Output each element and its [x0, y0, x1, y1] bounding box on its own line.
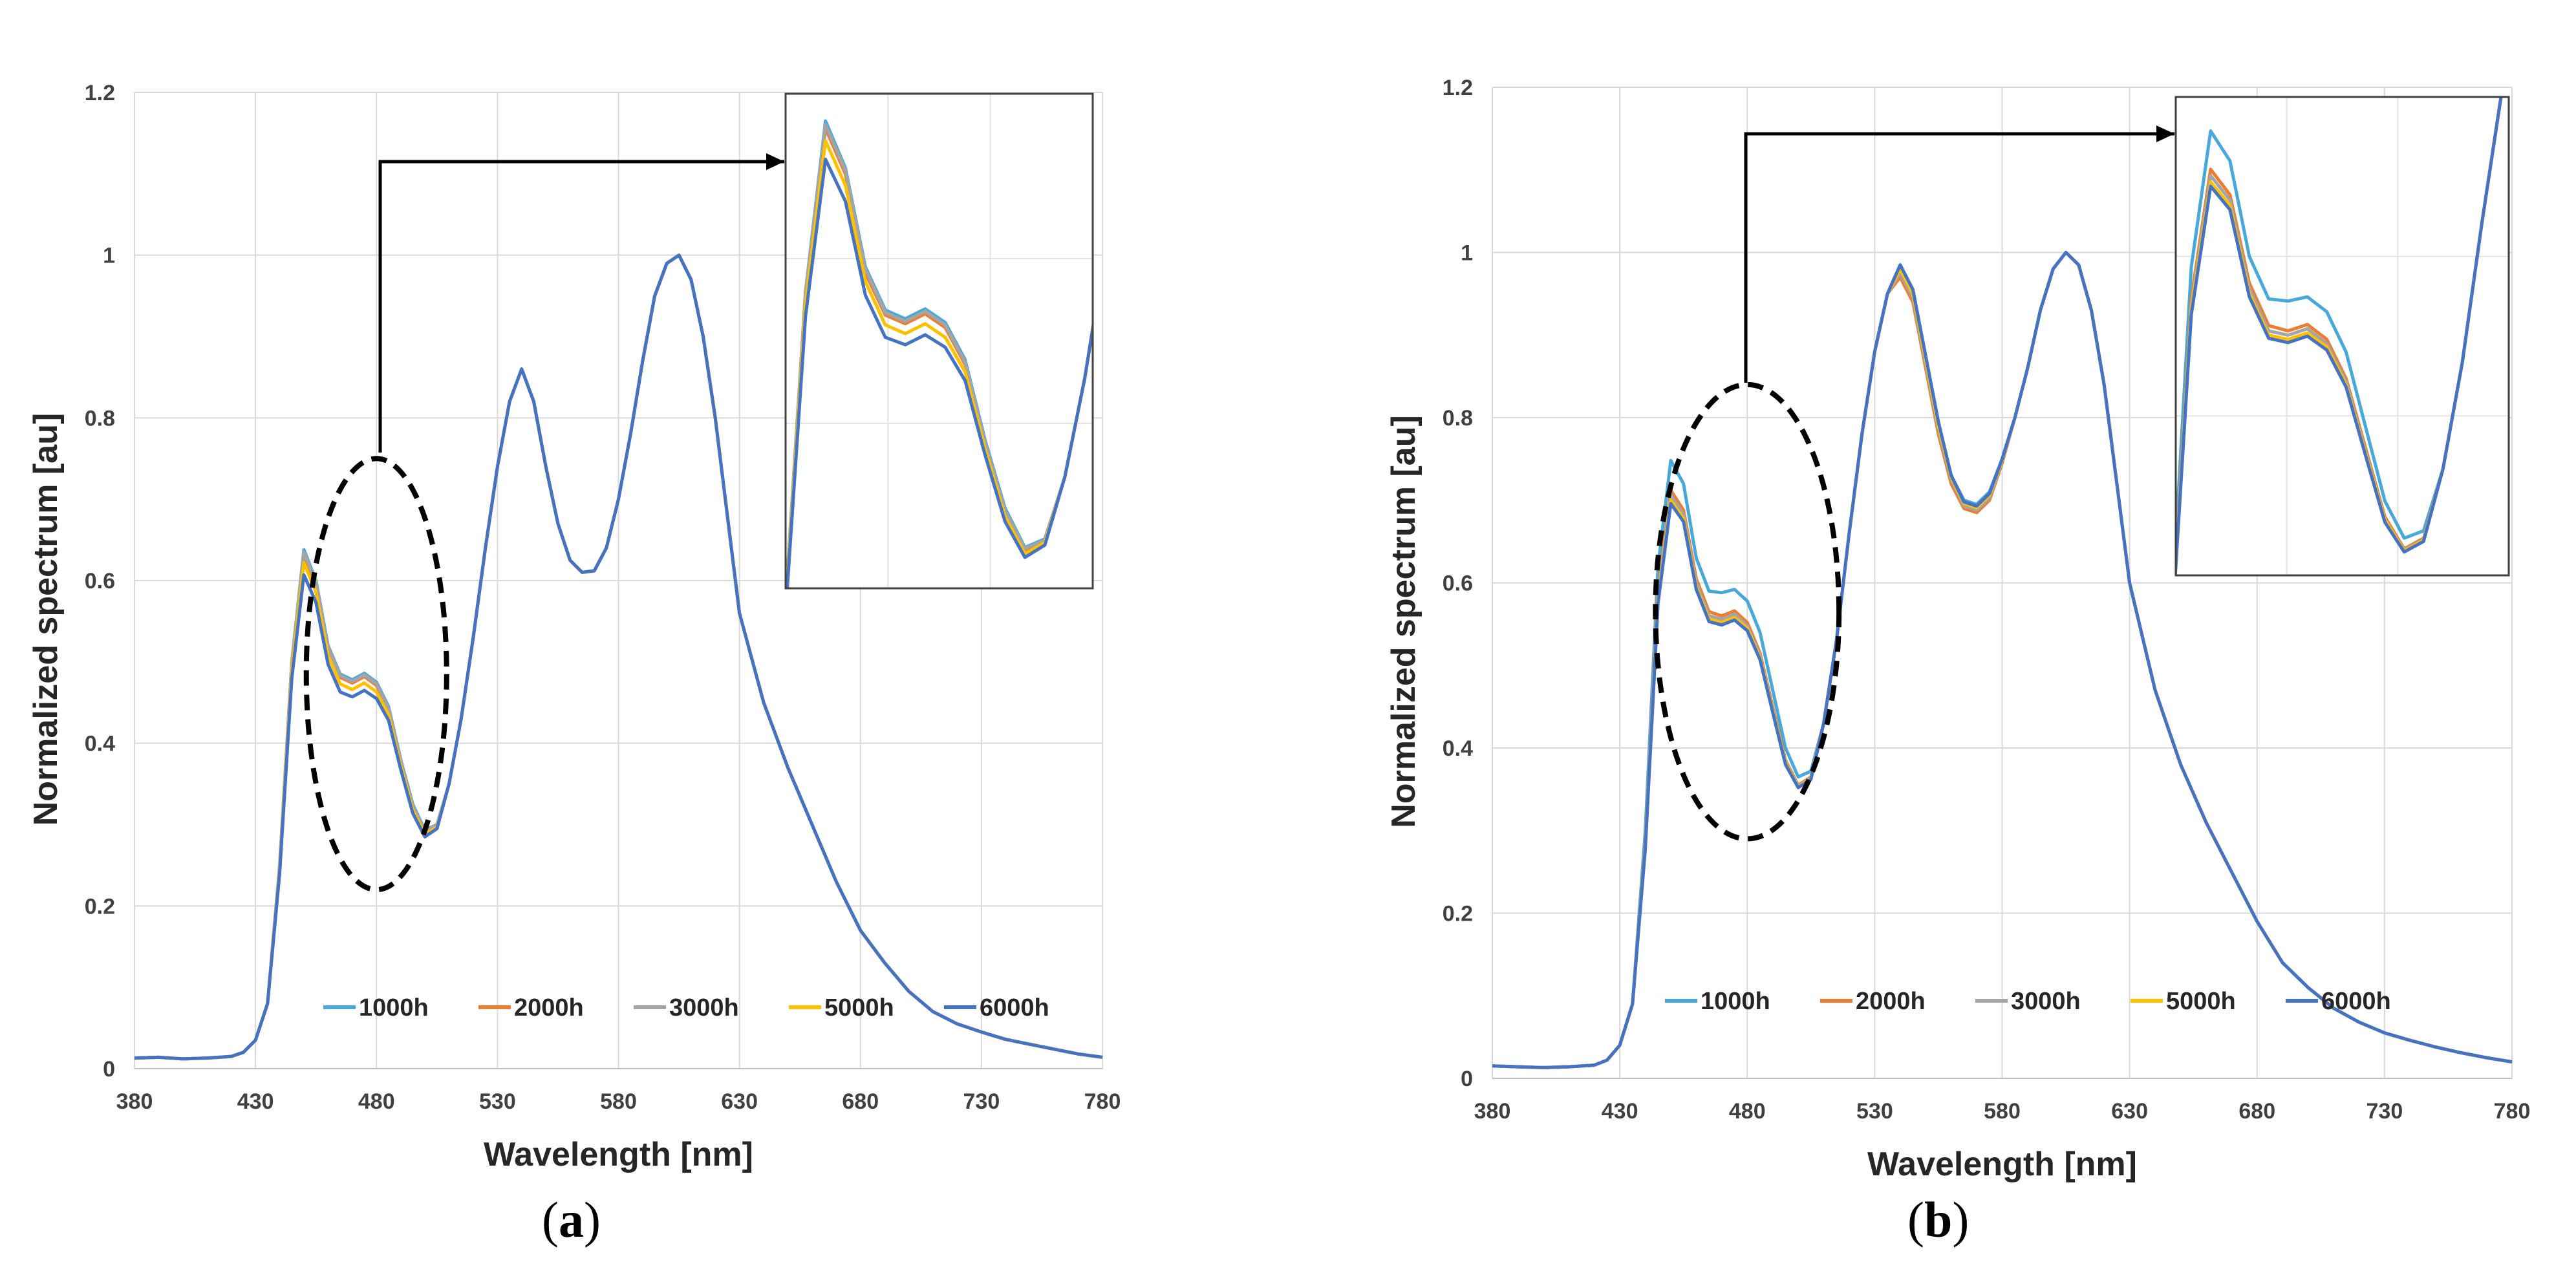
legend-label: 2000h — [1856, 988, 1926, 1015]
legend-label: 3000h — [2011, 988, 2081, 1015]
x-tick-label: 680 — [2238, 1099, 2275, 1124]
panel-b-caption: (b) — [1907, 1191, 1969, 1249]
series-line-6000h — [1492, 251, 2513, 1069]
connector-line — [1744, 132, 2174, 383]
y-tick-label: 0.2 — [85, 894, 115, 919]
x-tick-label: 730 — [2367, 1099, 2403, 1124]
x-tick-label: 530 — [1856, 1099, 1893, 1124]
panel-b-chart: 380 430 480 530 580 630 680 730 780 0 0.2 0.4 0.6 0.8… — [1385, 76, 2531, 1183]
y-axis-title: Normalized spectrum [au] — [27, 413, 65, 826]
x-tick-label: 530 — [479, 1089, 516, 1114]
x-tick-label: 480 — [1729, 1099, 1766, 1124]
inset-series-group — [2176, 97, 2503, 575]
y-tick-label: 0 — [1461, 1067, 1473, 1091]
legend-label: 2000h — [514, 994, 584, 1021]
inset-background — [786, 94, 1093, 588]
series-group — [1492, 251, 2513, 1069]
x-tick-label: 430 — [1602, 1099, 1638, 1124]
panel-a-caption: (a) — [542, 1191, 601, 1249]
panel-a-chart: 380 430 480 530 580 630 680 730 780 0 0.2 0.4 0.6 0.8… — [27, 81, 1121, 1173]
y-tick-label: 1 — [1461, 241, 1473, 266]
legend-label: 1000h — [1701, 988, 1770, 1015]
y-axis-title: Normalized spectrum [au] — [1385, 415, 1422, 828]
panel-b-caption-open: ( — [1907, 1191, 1924, 1248]
x-tick-label: 380 — [1474, 1099, 1511, 1124]
inset-frame — [2174, 96, 2510, 577]
series-line-6000h — [134, 253, 1103, 1061]
inset-series-line-6000h — [786, 157, 1093, 588]
y-tick-label: 0.2 — [1443, 902, 1473, 926]
inset-series-line-5000h — [2176, 97, 2503, 575]
legend-label: 6000h — [980, 994, 1049, 1021]
y-tick-label: 0.6 — [85, 569, 115, 593]
zoom-ellipse — [303, 456, 449, 893]
inset-series-line-2000h — [2176, 97, 2503, 575]
legend-label: 1000h — [359, 994, 429, 1021]
x-axis-title: Wavelength [nm] — [484, 1136, 753, 1173]
panel-b-caption-close: ) — [1952, 1191, 1970, 1248]
inset-series-line-1000h — [2176, 97, 2503, 568]
x-tick-label: 680 — [842, 1089, 879, 1114]
legend-label: 5000h — [2166, 988, 2236, 1015]
x-tick-label: 780 — [2494, 1099, 2531, 1124]
y-tick-label: 0.8 — [1443, 406, 1473, 431]
inset-series-line-6000h — [2176, 97, 2503, 575]
inset-series-line-3000h — [2176, 97, 2503, 575]
panel-a-caption-letter: a — [558, 1191, 584, 1248]
legend-label: 6000h — [2321, 988, 2391, 1015]
arrow-head — [2156, 125, 2174, 142]
inset-series-line-3000h — [786, 123, 1093, 588]
series-group — [134, 253, 1103, 1061]
panel-a-caption-close: ) — [583, 1191, 601, 1248]
inset-frame — [784, 92, 1094, 590]
inset-background — [2176, 97, 2509, 575]
x-tick-label: 380 — [116, 1089, 153, 1114]
x-tick-label: 780 — [1084, 1089, 1121, 1114]
y-tick-label: 0.8 — [85, 406, 115, 431]
x-tick-label: 730 — [963, 1089, 1000, 1114]
y-tick-label: 0.4 — [1443, 736, 1473, 761]
y-tick-label: 0.6 — [1443, 571, 1473, 596]
arrow-head — [766, 153, 784, 170]
x-tick-label: 630 — [721, 1089, 758, 1114]
panel-b-caption-letter: b — [1924, 1191, 1953, 1248]
x-tick-label: 430 — [237, 1089, 274, 1114]
legend-label: 3000h — [669, 994, 739, 1021]
zoom-ellipse — [1653, 381, 1842, 842]
legend-label: 5000h — [824, 994, 894, 1021]
y-tick-label: 1 — [103, 244, 115, 268]
x-tick-label: 480 — [358, 1089, 395, 1114]
x-tick-label: 630 — [2111, 1099, 2148, 1124]
y-tick-label: 1.2 — [1443, 76, 1473, 100]
connector-line — [378, 160, 784, 453]
inset-series-line-5000h — [786, 139, 1093, 588]
y-tick-label: 0.4 — [85, 732, 115, 756]
x-axis-title: Wavelength [nm] — [1867, 1146, 2137, 1183]
x-tick-label: 580 — [600, 1089, 637, 1114]
y-tick-label: 1.2 — [85, 81, 115, 105]
inset-series-group — [786, 119, 1093, 588]
x-tick-label: 580 — [1984, 1099, 2021, 1124]
panel-a-caption-open: ( — [542, 1191, 559, 1248]
y-tick-label: 0 — [103, 1057, 115, 1082]
